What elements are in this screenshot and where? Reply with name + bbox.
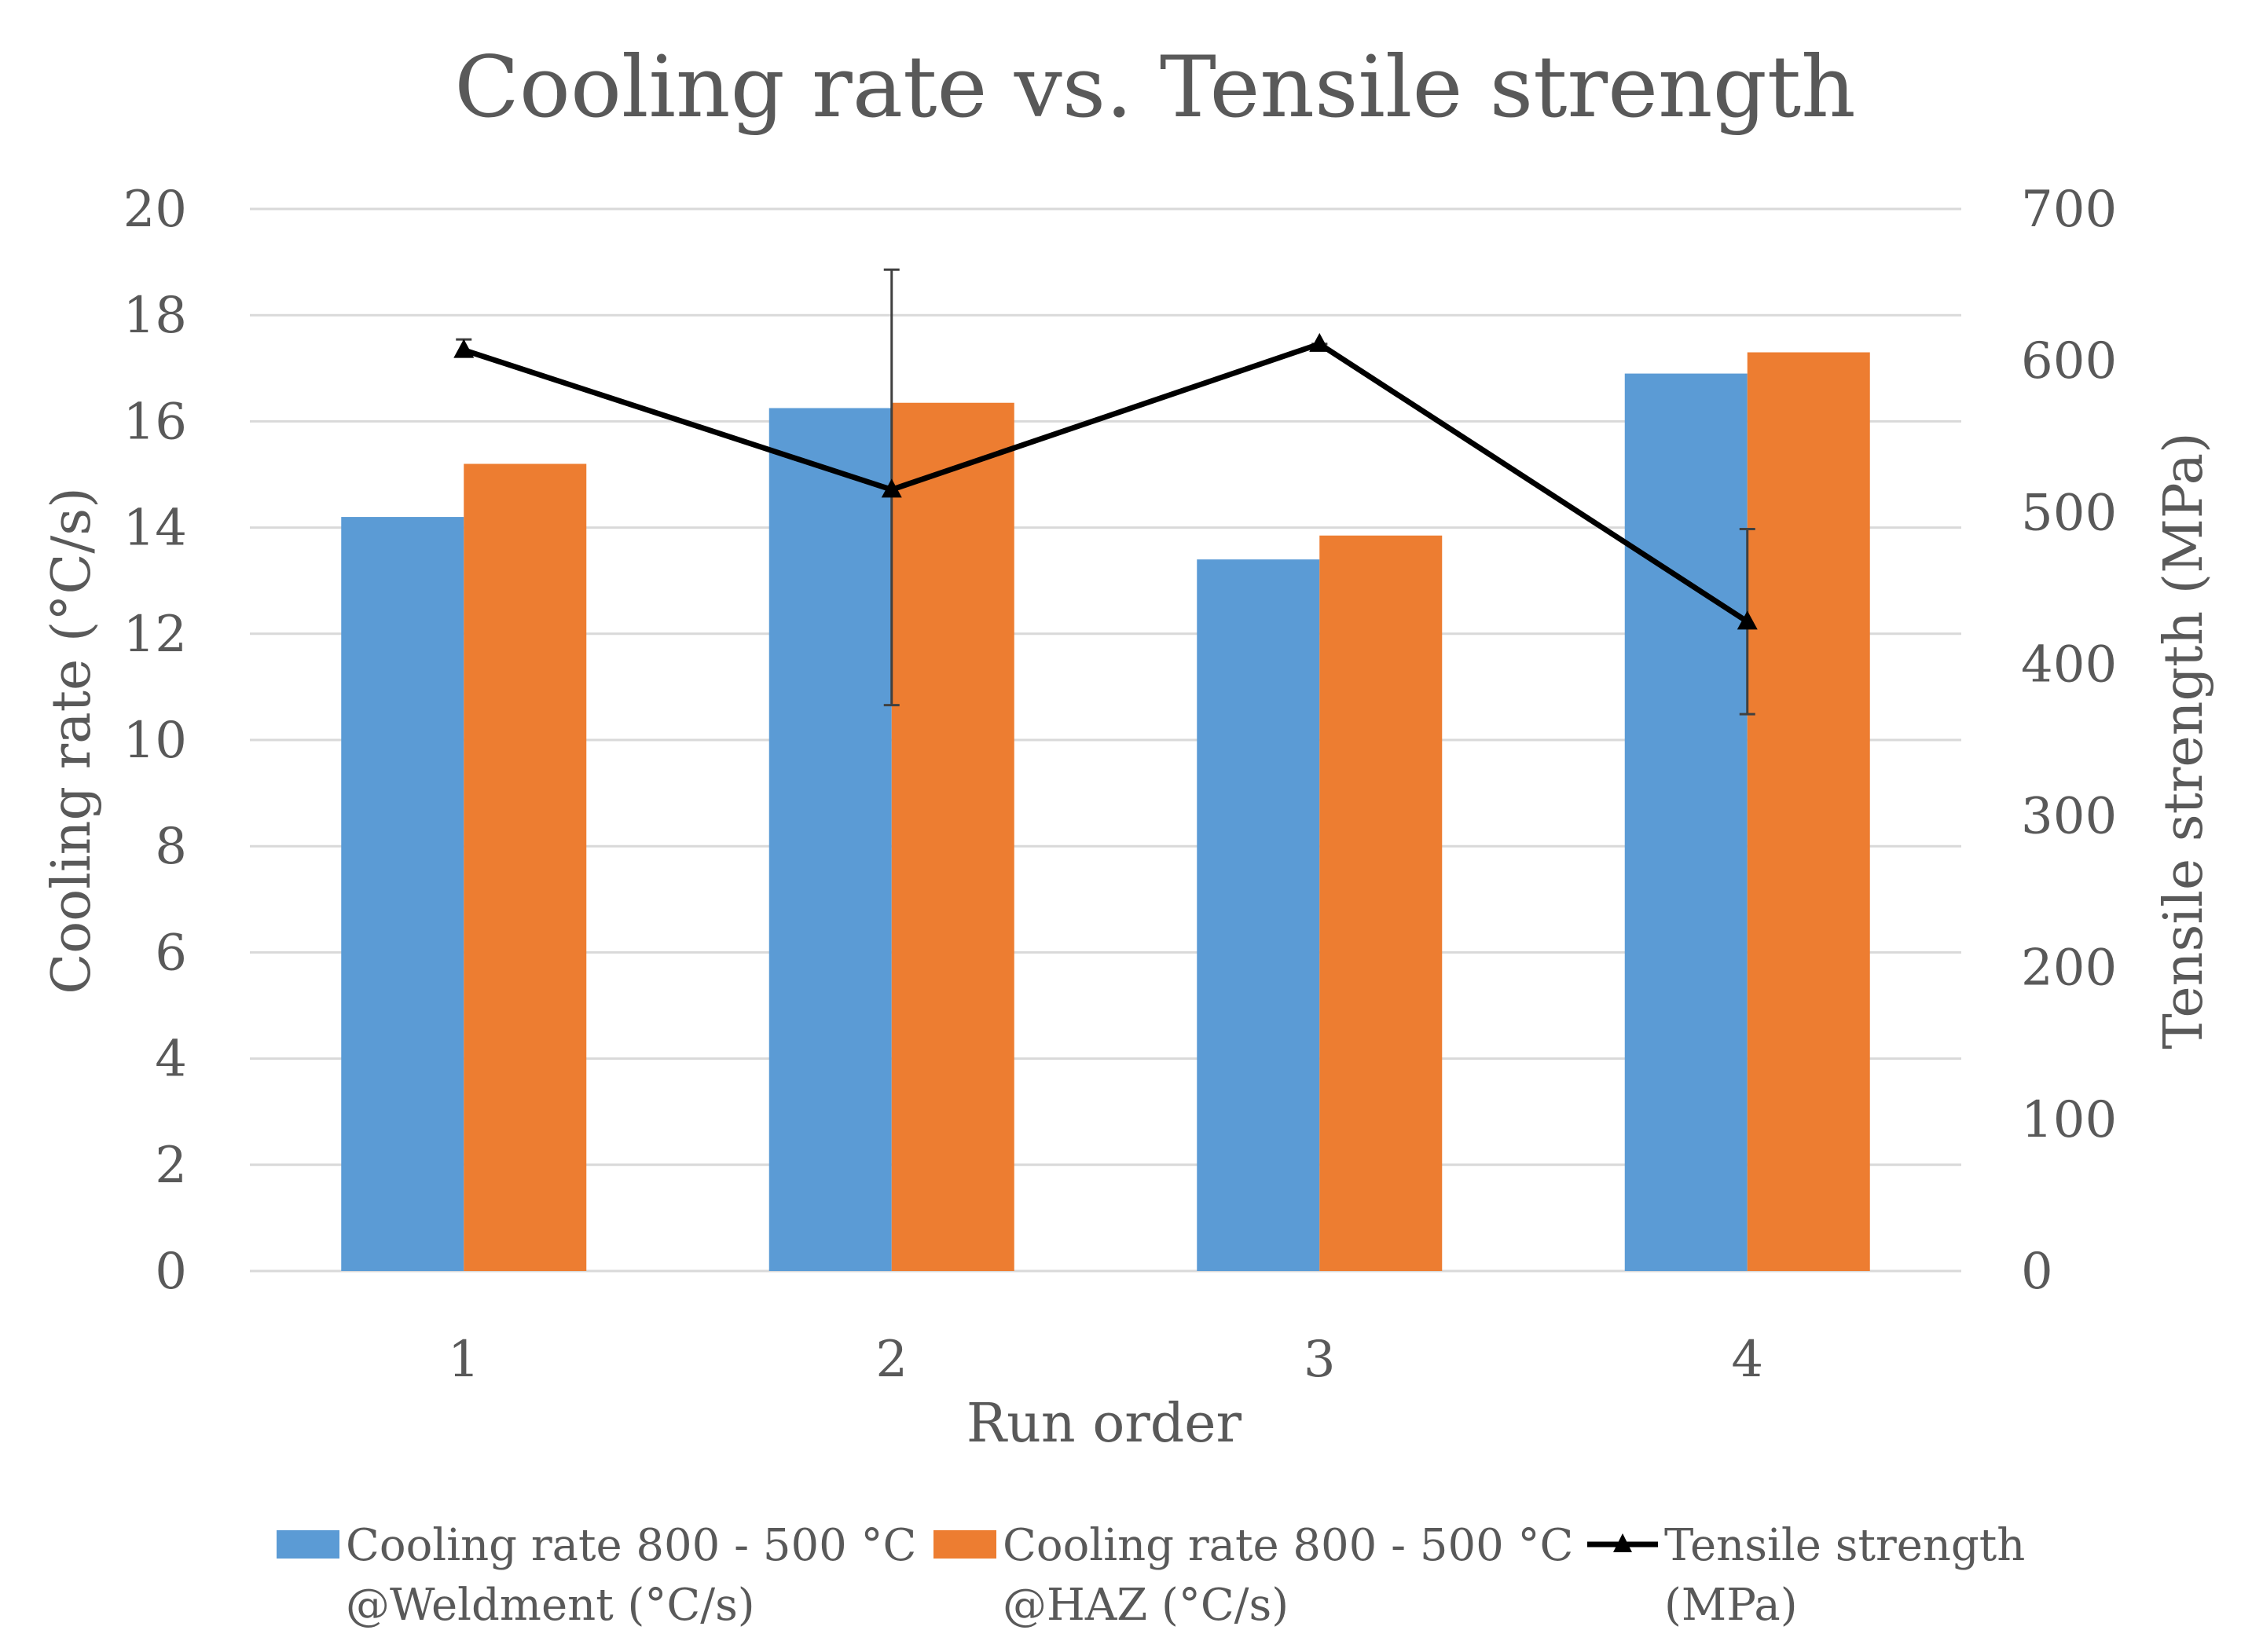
bar-weldment [341, 517, 464, 1271]
x-axis-label: Run order [966, 1393, 1242, 1455]
legend-label: @Weldment (°C/s) [346, 1580, 755, 1631]
y2-tick-label: 700 [2021, 181, 2117, 239]
legend-label: Cooling rate 800 - 500 °C [346, 1520, 916, 1571]
legend-label: Cooling rate 800 - 500 °C [1003, 1520, 1573, 1571]
bar-haz [464, 463, 587, 1271]
legend-swatch-haz [933, 1530, 996, 1559]
left-axis-ticks: 0 2 4 6 8 10 12 14 16 18 20 [123, 181, 187, 1301]
y-tick-label: 6 [155, 924, 187, 982]
x-axis-ticks: 1 2 3 4 [448, 1331, 1763, 1389]
error-bars [456, 268, 1755, 716]
y-tick-label: 12 [123, 606, 187, 664]
y-tick-label: 18 [123, 287, 187, 345]
legend-swatch-weldment [277, 1530, 339, 1559]
y-tick-label: 14 [123, 500, 187, 558]
y2-tick-label: 0 [2021, 1243, 2053, 1301]
legend: Cooling rate 800 - 500 °C @Weldment (°C/s… [277, 1520, 2025, 1631]
legend-label: Tensile strength [1664, 1520, 2025, 1571]
x-tick-label: 4 [1731, 1331, 1763, 1389]
y2-tick-label: 200 [2021, 940, 2117, 998]
tensile-point-marker [1309, 332, 1330, 352]
tensile-strength-line [463, 341, 1749, 625]
bar-haz [891, 402, 1014, 1271]
tensile-point-marker [1737, 610, 1758, 630]
tensile-point-marker [453, 339, 475, 358]
chart-title: Cooling rate vs. Tensile strength [454, 38, 1855, 137]
x-tick-label: 3 [1304, 1331, 1336, 1389]
right-axis-ticks: 0 100 200 300 400 500 600 700 [2021, 181, 2117, 1301]
y-tick-label: 16 [123, 393, 187, 451]
tensile-line [453, 332, 1758, 630]
y2-tick-label: 100 [2021, 1091, 2117, 1149]
bar-weldment [768, 408, 892, 1271]
y-tick-label: 20 [123, 181, 187, 239]
y-tick-label: 0 [155, 1243, 187, 1301]
bars [341, 352, 1870, 1271]
x-tick-label: 1 [448, 1331, 480, 1389]
y2-tick-label: 600 [2021, 332, 2117, 390]
y-tick-label: 8 [155, 818, 187, 876]
x-tick-label: 2 [875, 1331, 908, 1389]
y2-tick-label: 300 [2021, 788, 2117, 846]
y2-axis-label: Tensile strength (MPa) [2153, 432, 2215, 1049]
y-tick-label: 2 [155, 1137, 187, 1195]
y-axis-label: Cooling rate (°C/s) [41, 487, 103, 994]
bar-weldment [1624, 373, 1748, 1271]
y2-tick-label: 500 [2021, 484, 2117, 542]
bar-weldment [1197, 559, 1320, 1271]
legend-label: @HAZ (°C/s) [1003, 1580, 1289, 1631]
tensile-point-marker [881, 478, 902, 498]
bar-haz [1747, 352, 1870, 1271]
legend-marker-tensile [1613, 1533, 1632, 1552]
legend-label: (MPa) [1664, 1580, 1798, 1631]
y2-tick-label: 400 [2021, 636, 2117, 694]
y-tick-label: 4 [155, 1031, 187, 1089]
bar-haz [1319, 535, 1443, 1271]
y-tick-label: 10 [123, 712, 187, 770]
